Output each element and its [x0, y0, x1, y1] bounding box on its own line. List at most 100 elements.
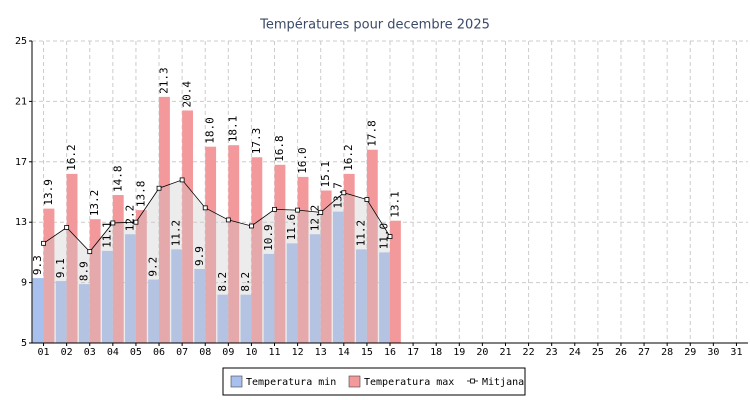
bar	[263, 253, 275, 343]
mean-marker	[272, 206, 277, 212]
x-tick-label: 22	[523, 347, 535, 358]
bar	[66, 173, 78, 343]
mean-marker	[110, 220, 116, 226]
bar	[320, 190, 332, 343]
mean-marker	[87, 249, 93, 255]
mean-marker	[64, 225, 70, 230]
mean-area	[43, 179, 390, 343]
value-label: 20.4	[181, 81, 194, 108]
x-tick-label: 28	[661, 347, 673, 358]
x-tick-label: 29	[684, 347, 696, 358]
value-label: 10.9	[262, 224, 275, 251]
mean-marker	[225, 217, 231, 223]
legend: Temperatura min Temperatura max Mitjana	[222, 367, 526, 396]
bar	[251, 157, 263, 343]
bar	[286, 243, 298, 343]
value-label: 8.2	[239, 272, 252, 292]
x-tick-label: 13	[315, 347, 327, 358]
x-tick-label: 21	[499, 347, 511, 358]
legend-label: Temperatura max	[364, 377, 454, 388]
x-tick-label: 26	[615, 347, 627, 358]
bar	[274, 164, 286, 343]
value-label: 9.3	[31, 255, 44, 275]
bar	[297, 176, 309, 343]
bar	[125, 234, 136, 343]
bar	[332, 211, 344, 343]
value-label: 11.0	[378, 223, 391, 250]
mean-marker	[295, 207, 301, 213]
bar	[112, 195, 124, 343]
y-tick-label: 25	[15, 36, 27, 47]
bar	[205, 146, 217, 343]
bar	[356, 249, 367, 343]
value-label: 11.6	[285, 214, 298, 241]
bar	[89, 219, 101, 343]
value-label: 11.2	[354, 220, 367, 247]
value-label: 12.2	[124, 205, 137, 232]
y-tick-label: 5	[21, 338, 27, 349]
value-label: 21.3	[157, 67, 170, 94]
bar	[171, 249, 183, 343]
x-tick-label: 14	[338, 347, 350, 358]
x-tick-label: 04	[107, 347, 119, 358]
bar	[217, 294, 229, 343]
bar	[366, 149, 378, 343]
x-tick-label: 11	[268, 347, 280, 358]
x-tick-label: 30	[707, 347, 719, 358]
x-tick-label: 06	[153, 347, 165, 358]
legend-label: Temperatura min	[246, 377, 336, 388]
legend-marker	[470, 378, 475, 384]
bar	[343, 173, 355, 343]
legend-swatch	[348, 375, 361, 388]
value-label: 9.1	[54, 258, 67, 278]
bar	[194, 269, 206, 343]
x-tick-label: 25	[592, 347, 604, 358]
bar	[182, 110, 193, 344]
x-tick-label: 24	[569, 347, 581, 358]
value-label: 13.9	[42, 179, 55, 206]
value-label: 11.1	[100, 221, 113, 248]
mean-marker	[41, 240, 46, 246]
value-label: 15.1	[319, 161, 332, 188]
legend-label: Mitjana	[482, 377, 524, 388]
x-tick-label: 05	[130, 347, 142, 358]
value-label: 18.1	[227, 116, 240, 142]
bar	[309, 234, 321, 343]
value-label: 17.8	[365, 120, 378, 147]
bar	[228, 145, 240, 343]
value-label: 13.7	[331, 182, 344, 209]
bar	[379, 252, 390, 343]
x-tick-label: 23	[546, 347, 558, 358]
value-label: 18.0	[204, 117, 217, 144]
x-tick-label: 16	[384, 347, 396, 358]
mean-marker	[318, 209, 324, 215]
x-tick-label: 10	[245, 347, 257, 358]
mean-marker	[202, 205, 208, 211]
bar	[148, 279, 160, 343]
x-tick-label: 19	[453, 347, 465, 358]
value-label: 11.2	[170, 220, 183, 247]
bar	[390, 220, 401, 343]
bar	[43, 208, 55, 343]
bar	[32, 278, 44, 343]
value-label: 9.2	[147, 257, 160, 277]
y-tick-label: 21	[15, 96, 27, 107]
x-tick-label: 02	[61, 347, 73, 358]
x-tick-label: 18	[430, 347, 442, 358]
value-label: 13.1	[388, 191, 401, 218]
x-tick-label: 12	[292, 347, 304, 358]
bar	[55, 281, 67, 343]
chart-title: Températures pour decembre 2025	[259, 18, 490, 33]
x-tick-label: 03	[84, 347, 96, 358]
mean-marker	[341, 190, 347, 196]
value-label: 8.9	[77, 261, 90, 281]
x-tick-label: 20	[476, 347, 488, 358]
value-label: 16.2	[342, 144, 355, 171]
value-label: 13.2	[88, 190, 101, 217]
value-label: 13.8	[134, 181, 147, 208]
value-label: 16.2	[65, 144, 78, 171]
bar	[101, 250, 113, 343]
x-tick-label: 08	[199, 347, 211, 358]
mean-marker	[387, 234, 393, 239]
